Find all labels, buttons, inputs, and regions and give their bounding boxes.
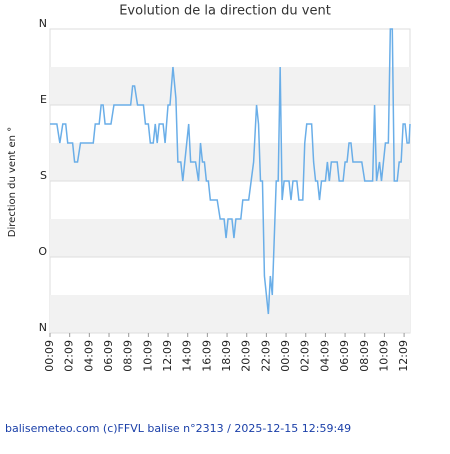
x-tick-label: 12:09: [161, 340, 174, 372]
x-tick-label: 08:09: [122, 340, 135, 372]
x-tick-label: 02:09: [63, 340, 76, 372]
data-line: [50, 28, 411, 315]
y-tick-label: S: [40, 169, 47, 182]
grid-band: [50, 219, 410, 257]
y-tick-label: E: [40, 93, 47, 106]
x-tick-label: 02:09: [299, 340, 312, 372]
x-tick-label: 10:09: [377, 340, 390, 372]
x-tick-label: 00:09: [43, 340, 56, 372]
x-tick-label: 12:09: [397, 340, 410, 372]
y-axis-label: Direction du vent en °: [7, 127, 18, 237]
y-tick-label: N: [39, 321, 47, 334]
y-tick-label: O: [38, 245, 47, 258]
x-tick-label: 04:09: [82, 340, 95, 372]
x-tick-label: 10:09: [141, 340, 154, 372]
x-tick-label: 00:09: [279, 340, 292, 372]
x-tick-label: 18:09: [220, 340, 233, 372]
x-tick-label: 16:09: [200, 340, 213, 372]
grid-band: [50, 295, 410, 333]
chart-title: Evolution de la direction du vent: [119, 4, 331, 19]
footer: balisemeteo.com (c)FFVL balise n°2313 / …: [5, 422, 351, 435]
x-tick-label: 14:09: [181, 340, 194, 372]
x-tick-label: 08:09: [358, 340, 371, 372]
x-tick-label: 06:09: [338, 340, 351, 372]
x-tick-label: 06:09: [102, 340, 115, 372]
grid-band: [50, 143, 410, 181]
x-tick-label: 20:09: [240, 340, 253, 372]
grid-band: [50, 67, 410, 105]
x-tick-label: 04:09: [318, 340, 331, 372]
y-tick-label: N: [39, 17, 47, 30]
x-tick-label: 22:09: [259, 340, 272, 372]
